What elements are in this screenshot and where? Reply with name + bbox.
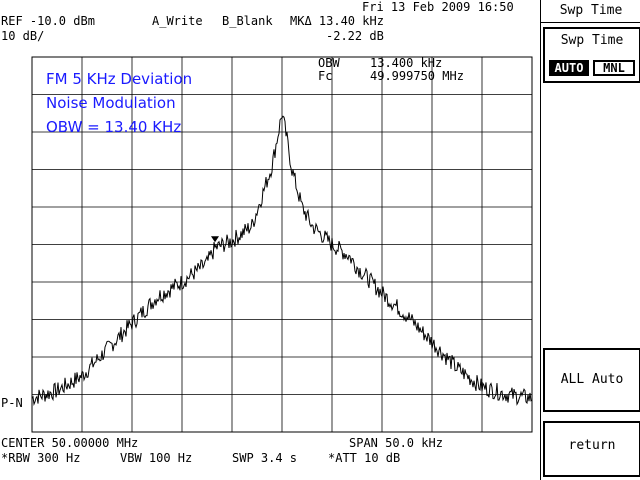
marker-level: -2.22 dB xyxy=(326,29,384,43)
spectrum-plot xyxy=(31,56,533,433)
return-softkey[interactable]: return xyxy=(543,421,640,477)
rbw: *RBW 300 Hz xyxy=(1,451,81,465)
annotation-modulation: Noise Modulation xyxy=(46,94,176,112)
trace-a-mode: A_Write xyxy=(152,14,203,28)
scale: 10 dB/ xyxy=(1,29,45,43)
swp-time-label: Swp Time xyxy=(560,33,624,48)
all-auto-label: ALL Auto xyxy=(560,372,624,387)
title-divider xyxy=(541,22,640,23)
fc-label: Fc xyxy=(318,69,333,83)
vbw: VBW 100 Hz xyxy=(120,451,193,465)
softkey-menu-title: Swp Time xyxy=(559,3,623,18)
marker-delta: MKΔ 13.40 kHz xyxy=(290,14,384,28)
swp-time-auto-option[interactable]: AUTO xyxy=(549,60,589,76)
annotation-deviation: FM 5 KHz Deviation xyxy=(46,70,193,88)
detector-mode: P-N xyxy=(1,396,23,410)
ref-level: REF -10.0 dBm xyxy=(1,14,95,28)
sweep-time: SWP 3.4 s xyxy=(232,451,298,465)
datetime: Fri 13 Feb 2009 16:50 xyxy=(362,0,514,14)
trace-b-mode: B_Blank xyxy=(222,14,273,28)
softkey-panel: Swp Time Swp Time AUTO MNL ALL Auto retu… xyxy=(540,0,640,480)
annotation-obw: OBW = 13.40 KHz xyxy=(46,118,182,136)
spectrum-screen: Fri 13 Feb 2009 16:50 REF -10.0 dBm A_Wr… xyxy=(1,0,533,465)
all-auto-softkey[interactable]: ALL Auto xyxy=(543,348,640,412)
attenuation: *ATT 10 dB xyxy=(328,451,401,465)
obw-value: 13.400 kHz xyxy=(370,56,443,70)
center-frequency: CENTER 50.00000 MHz xyxy=(1,436,139,450)
marker-layer xyxy=(211,236,219,243)
trace-a xyxy=(31,115,533,406)
return-label: return xyxy=(568,438,616,453)
swp-time-softkey[interactable]: Swp Time AUTO MNL xyxy=(543,27,640,83)
fc-value: 49.999750 MHz xyxy=(370,69,464,83)
marker-triangle xyxy=(211,236,219,243)
obw-label: OBW xyxy=(318,56,340,70)
swp-time-manual-option[interactable]: MNL xyxy=(593,60,635,76)
span: SPAN 50.0 kHz xyxy=(349,436,443,450)
graticule xyxy=(31,56,533,433)
